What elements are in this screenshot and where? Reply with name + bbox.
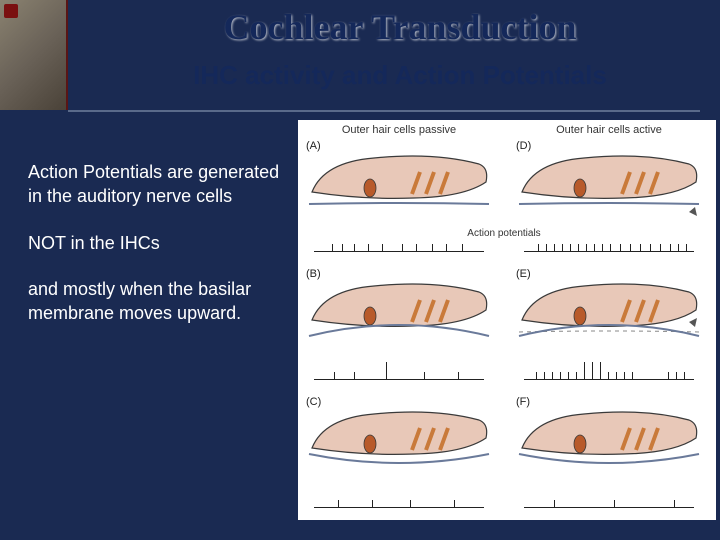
panel-letter: (C) — [306, 396, 321, 408]
organ-corti-icon — [514, 270, 704, 350]
logo-thumbnail — [0, 0, 68, 110]
panel-letter: (F) — [516, 396, 530, 408]
paragraph-1: Action Potentials are generated in the a… — [28, 160, 288, 209]
spike-train — [314, 226, 484, 252]
spike-train — [524, 482, 694, 508]
column-label-passive: Outer hair cells passive — [304, 124, 494, 136]
panel-letter: (D) — [516, 140, 531, 152]
column-label-active: Outer hair cells active — [514, 124, 704, 136]
spike-train — [524, 226, 694, 252]
spike-train — [314, 354, 484, 380]
paragraph-2: NOT in the IHCs — [28, 231, 288, 255]
title-rule — [68, 110, 700, 112]
panel-E: (E) — [514, 270, 704, 350]
panel-letter: (E) — [516, 268, 531, 280]
organ-corti-icon — [514, 142, 704, 222]
panel-F: (F) — [514, 398, 704, 478]
panel-letter: (B) — [306, 268, 321, 280]
panel-B: (B) — [304, 270, 494, 350]
spike-train — [524, 354, 694, 380]
slide-title: Cochlear Transduction — [100, 6, 700, 48]
organ-corti-icon — [304, 270, 494, 350]
panel-C: (C) — [304, 398, 494, 478]
panel-A: (A) — [304, 142, 494, 222]
paragraph-3: and mostly when the basilar membrane mov… — [28, 277, 288, 326]
panel-letter: (A) — [306, 140, 321, 152]
cochlear-figure: Outer hair cells passive Outer hair cell… — [298, 120, 716, 520]
panel-D: (D) — [514, 142, 704, 222]
spike-train — [314, 482, 484, 508]
organ-corti-icon — [514, 398, 704, 478]
body-text: Action Potentials are generated in the a… — [28, 160, 288, 347]
organ-corti-icon — [304, 398, 494, 478]
slide-subtitle: IHC activity and Action Potentials — [100, 60, 700, 91]
organ-corti-icon — [304, 142, 494, 222]
